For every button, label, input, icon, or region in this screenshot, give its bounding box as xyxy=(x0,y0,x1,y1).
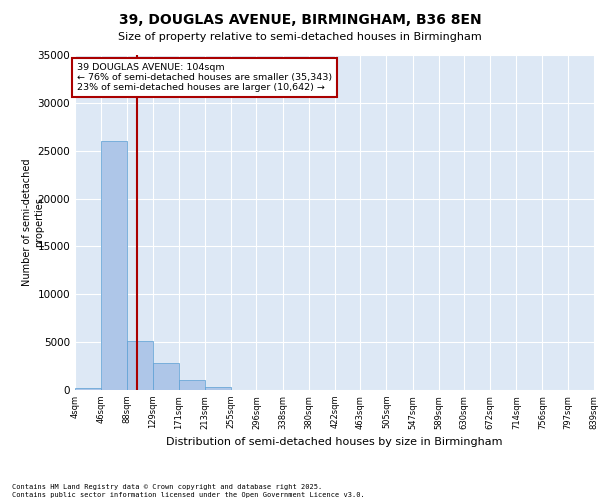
Bar xyxy=(127,341,152,390)
Bar xyxy=(152,363,179,390)
Text: Size of property relative to semi-detached houses in Birmingham: Size of property relative to semi-detach… xyxy=(118,32,482,42)
X-axis label: Distribution of semi-detached houses by size in Birmingham: Distribution of semi-detached houses by … xyxy=(166,437,503,447)
Bar xyxy=(205,387,231,390)
Text: Contains HM Land Registry data © Crown copyright and database right 2025.
Contai: Contains HM Land Registry data © Crown c… xyxy=(12,484,365,498)
Bar xyxy=(179,380,205,390)
Bar xyxy=(75,388,101,390)
Text: 39 DOUGLAS AVENUE: 104sqm
← 76% of semi-detached houses are smaller (35,343)
23%: 39 DOUGLAS AVENUE: 104sqm ← 76% of semi-… xyxy=(77,62,332,92)
Y-axis label: Number of semi-detached
properties: Number of semi-detached properties xyxy=(22,159,44,286)
Text: 39, DOUGLAS AVENUE, BIRMINGHAM, B36 8EN: 39, DOUGLAS AVENUE, BIRMINGHAM, B36 8EN xyxy=(119,12,481,26)
Bar xyxy=(101,141,127,390)
